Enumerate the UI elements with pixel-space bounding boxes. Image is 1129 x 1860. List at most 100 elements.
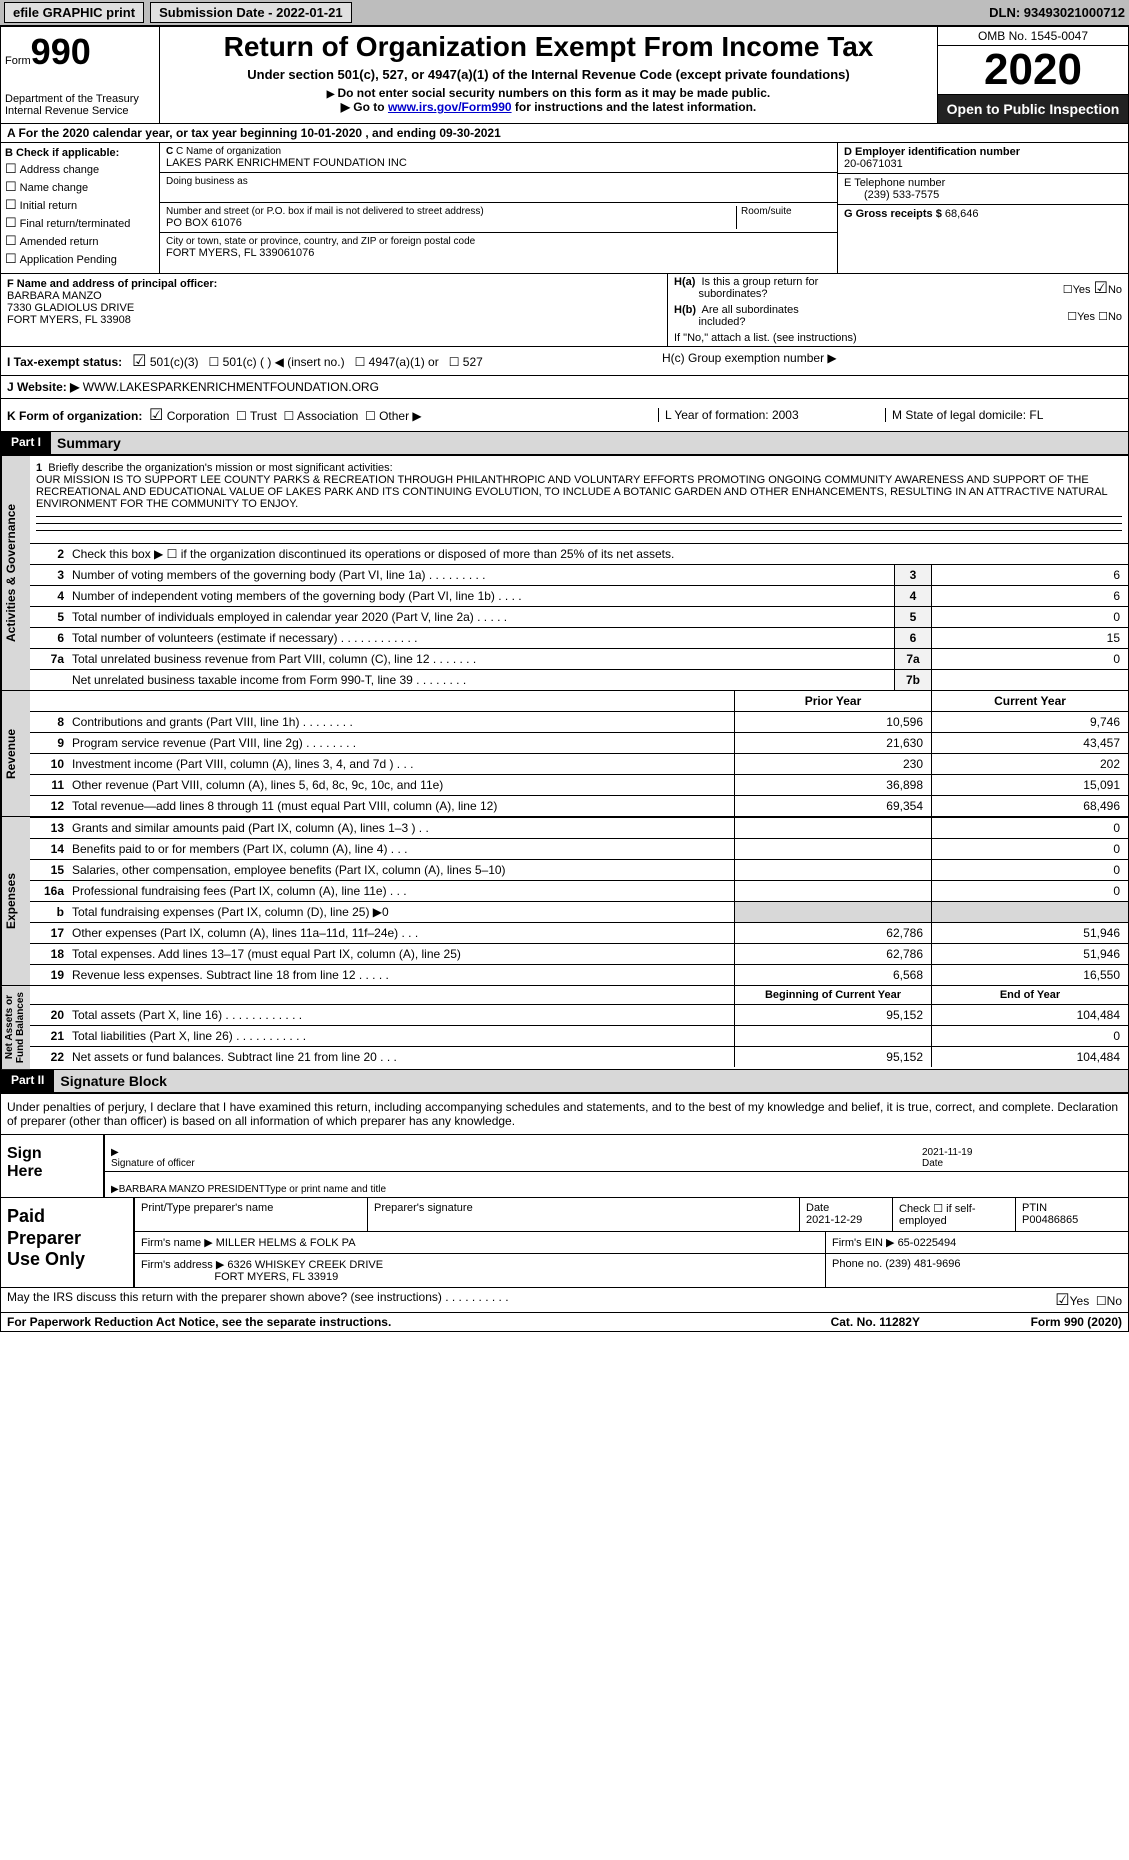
part2-tag: Part II [1,1070,54,1093]
sig-date-label: Date [922,1158,943,1169]
revenue-tab: Revenue [1,691,30,816]
end-year-hdr: End of Year [931,986,1128,1004]
note-ssn: Do not enter social security numbers on … [164,86,933,100]
row-fh: F Name and address of principal officer:… [1,274,1128,347]
street: PO BOX 61076 [166,217,736,229]
form-990: Form990 Department of the Treasury Inter… [0,26,1129,1332]
website: WWW.LAKESPARKENRICHMENTFOUNDATION.ORG [83,380,379,394]
m-state: M State of legal domicile: FL [885,408,1122,422]
submission-btn[interactable]: Submission Date - 2022-01-21 [150,2,352,23]
paperwork-notice: For Paperwork Reduction Act Notice, see … [7,1315,831,1329]
revenue-section: Revenue Prior Year Current Year 8Contrib… [1,691,1128,817]
k-label: K Form of organization: [7,409,142,423]
box-c: C C Name of organization LAKES PARK ENRI… [160,143,837,273]
row-a: A For the 2020 calendar year, or tax yea… [1,124,1128,143]
expenses-tab: Expenses [1,817,30,985]
hc-label: H(c) Group exemption number ▶ [656,347,1128,375]
self-emp: Check ☐ if self-employed [893,1198,1016,1231]
part2-title: Signature Block [54,1070,1128,1093]
part1-tag: Part I [1,432,51,455]
penalty-text: Under penalties of perjury, I declare th… [1,1094,1128,1135]
phone: (239) 533-7575 [844,189,939,201]
form-ref: Form 990 (2020) [1031,1315,1122,1329]
discuss-q: May the IRS discuss this return with the… [7,1290,1055,1310]
part2-header: Part II Signature Block [1,1070,1128,1094]
box-b-label: B Check if applicable: [5,147,119,159]
form-title: Return of Organization Exempt From Incom… [164,31,933,63]
f-label: F Name and address of principal officer: [7,278,217,290]
row-klm: K Form of organization: ☑ Corporation ☐ … [1,399,1128,432]
officer-name: BARBARA MANZO [7,290,102,302]
form-header: Form990 Department of the Treasury Inter… [1,27,1128,124]
form-word: Form [5,55,31,67]
paid-preparer-label: PaidPreparerUse Only [1,1198,135,1287]
j-label: J Website: ▶ [7,380,79,394]
row-i: I Tax-exempt status: ☑ 501(c)(3) ☐ 501(c… [1,347,1128,376]
hb-note: If "No," attach a list. (see instruction… [668,330,1128,346]
prep-name-hdr: Print/Type preparer's name [135,1198,368,1231]
open-public: Open to Public Inspection [938,95,1128,123]
dln-text: DLN: 93493021000712 [989,5,1125,20]
checkbox-item[interactable]: ☐Final return/terminated [5,215,155,231]
sig-officer-label: Signature of officer [111,1158,195,1169]
officer-addr1: 7330 GLADIOLUS DRIVE [7,302,134,314]
note-goto-post: for instructions and the latest informat… [512,100,757,114]
prior-year-hdr: Prior Year [734,691,931,711]
row-j: J Website: ▶ WWW.LAKESPARKENRICHMENTFOUN… [1,376,1128,399]
checkbox-item[interactable]: ☐Application Pending [5,251,155,267]
line2: Check this box ▶ ☐ if the organization d… [68,544,1128,564]
officer-print: BARBARA MANZO PRESIDENT [119,1184,265,1195]
discuss-row: May the IRS discuss this return with the… [1,1288,1128,1313]
org-name: LAKES PARK ENRICHMENT FOUNDATION INC [166,157,831,169]
cat-no: Cat. No. 11282Y [831,1315,1031,1329]
box-deg: D Employer identification number 20-0671… [837,143,1128,273]
street-label: Number and street (or P.O. box if mail i… [166,206,736,217]
city-label: City or town, state or province, country… [166,236,831,247]
gov-tab: Activities & Governance [1,456,30,690]
e-label: E Telephone number [844,177,945,189]
officer-addr2: FORT MYERS, FL 33908 [7,314,131,326]
mission-text: OUR MISSION IS TO SUPPORT LEE COUNTY PAR… [36,474,1107,510]
sign-here: SignHere [1,1135,105,1197]
net-assets-section: Net Assets or Fund Balances Beginning of… [1,986,1128,1070]
note-goto-pre: Go to [353,100,388,114]
c-name-label: C Name of organization [176,146,281,157]
curr-year-hdr: Current Year [931,691,1128,711]
efile-btn[interactable]: efile GRAPHIC print [4,2,144,23]
box-b: B Check if applicable: ☐Address change ☐N… [1,143,160,273]
city: FORT MYERS, FL 339061076 [166,247,831,259]
ein: 20-0671031 [844,158,903,170]
checkbox-item[interactable]: ☐Name change [5,179,155,195]
dba-label: Doing business as [166,176,831,187]
form-number: 990 [31,31,91,72]
g-label: G Gross receipts $ [844,208,942,220]
expenses-section: Expenses 13Grants and similar amounts pa… [1,817,1128,986]
l-year: L Year of formation: 2003 [658,408,885,422]
sig-date: 2021-11-19 [922,1147,972,1158]
officer-print-label: Type or print name and title [265,1184,386,1195]
part1-title: Summary [51,432,1128,455]
sign-here-block: SignHere ▶Signature of officer 2021-11-1… [1,1135,1128,1198]
paid-preparer-block: PaidPreparerUse Only Print/Type preparer… [1,1198,1128,1288]
begin-year-hdr: Beginning of Current Year [734,986,931,1004]
irs-link[interactable]: www.irs.gov/Form990 [388,100,512,114]
i-label: I Tax-exempt status: [7,355,122,369]
room-label: Room/suite [741,206,831,217]
checkbox-item[interactable]: ☐Address change [5,161,155,177]
net-tab: Net Assets or Fund Balances [1,986,30,1069]
d-label: D Employer identification number [844,146,1020,158]
gross-receipts: 68,646 [945,208,979,220]
omb-no: OMB No. 1545-0047 [938,27,1128,46]
mission-label: Briefly describe the organization's miss… [48,462,392,474]
checkbox-item[interactable]: ☐Initial return [5,197,155,213]
activities-governance: Activities & Governance 1 Briefly descri… [1,456,1128,691]
tax-year: 2020 [938,46,1128,95]
checkbox-item[interactable]: ☐Amended return [5,233,155,249]
top-grid: B Check if applicable: ☐Address change ☐N… [1,143,1128,274]
top-bar: efile GRAPHIC print Submission Date - 20… [0,0,1129,26]
prep-sig-hdr: Preparer's signature [368,1198,800,1231]
footer-bar: For Paperwork Reduction Act Notice, see … [1,1313,1128,1331]
form-subtitle: Under section 501(c), 527, or 4947(a)(1)… [164,67,933,82]
dept-text: Department of the Treasury Internal Reve… [5,93,155,117]
part1-header: Part I Summary [1,432,1128,456]
